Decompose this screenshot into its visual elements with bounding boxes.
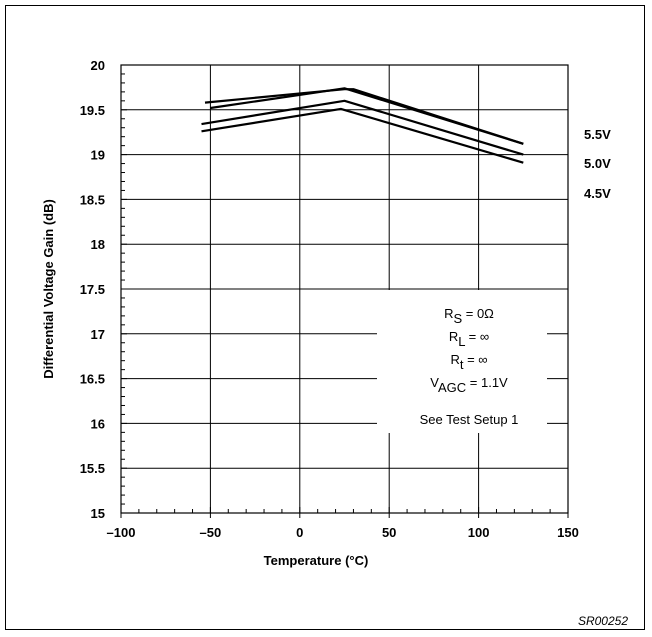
annotation-line-5: See Test Setup 1 xyxy=(420,412,519,427)
x-tick-label: –100 xyxy=(107,525,136,540)
annotation-subscript: AGC xyxy=(438,380,466,395)
x-axis-title: Temperature (°C) xyxy=(264,553,369,568)
data-series xyxy=(201,87,524,164)
y-tick-label: 16 xyxy=(91,416,105,431)
y-axis-title: Differential Voltage Gain (dB) xyxy=(41,199,56,379)
y-tick-label: 18.5 xyxy=(80,192,105,207)
annotation-subscript: L xyxy=(458,334,465,349)
series-line-4 xyxy=(201,107,524,164)
annotation-subscript: t xyxy=(460,357,464,372)
figure-frame xyxy=(5,5,645,630)
y-tick-label: 19 xyxy=(91,148,105,163)
series-labels: 5.5V 5.0V 4.5V xyxy=(584,127,611,201)
series-label-2: 5.0V xyxy=(584,156,611,171)
annotation-background xyxy=(377,290,547,433)
annotation-line-4: VAGC = 1.1V xyxy=(430,375,508,395)
annotation-line-2: RL = ∞ xyxy=(449,329,489,349)
x-tick-label: –50 xyxy=(200,525,222,540)
figure-id: SR00252 xyxy=(578,614,628,628)
annotation-main: V xyxy=(430,375,439,390)
series-line-2 xyxy=(210,87,524,145)
annotation-rest: = 0Ω xyxy=(462,306,494,321)
x-tick-label: 150 xyxy=(557,525,579,540)
annotation-rest: = ∞ xyxy=(465,329,489,344)
series-label-3: 4.5V xyxy=(584,186,611,201)
x-tick-label: 50 xyxy=(382,525,396,540)
annotation-line-3: Rt = ∞ xyxy=(450,352,487,372)
annotation-line-1: RS = 0Ω xyxy=(444,306,494,326)
annotation-subscript: S xyxy=(453,311,462,326)
series-line-3 xyxy=(201,99,524,156)
annotation-main: R xyxy=(449,329,458,344)
annotation-rest: = 1.1V xyxy=(466,375,508,390)
y-tick-label: 16.5 xyxy=(80,372,105,387)
y-tick-label: 17 xyxy=(91,327,105,342)
y-tick-label: 19.5 xyxy=(80,103,105,118)
x-tick-label: 0 xyxy=(296,525,303,540)
y-tick-labels: 15 15.5 16 16.5 17 17.5 18 18.5 19 19.5 20 xyxy=(80,58,105,521)
x-tick-label: 100 xyxy=(468,525,490,540)
y-tick-label: 15.5 xyxy=(80,461,105,476)
y-tick-label: 17.5 xyxy=(80,282,105,297)
y-tick-label: 18 xyxy=(91,237,105,252)
y-tick-label: 15 xyxy=(91,506,105,521)
plot-area xyxy=(120,64,569,514)
y-tick-label: 20 xyxy=(91,58,105,73)
annotation-main: R xyxy=(444,306,453,321)
x-tick-labels: –100 –50 0 50 100 150 xyxy=(107,525,579,540)
grid-lines xyxy=(121,65,568,513)
annotation-main: R xyxy=(450,352,459,367)
series-label-1: 5.5V xyxy=(584,127,611,142)
annotation-main: See Test Setup 1 xyxy=(420,412,519,427)
annotation-rest: = ∞ xyxy=(463,352,487,367)
